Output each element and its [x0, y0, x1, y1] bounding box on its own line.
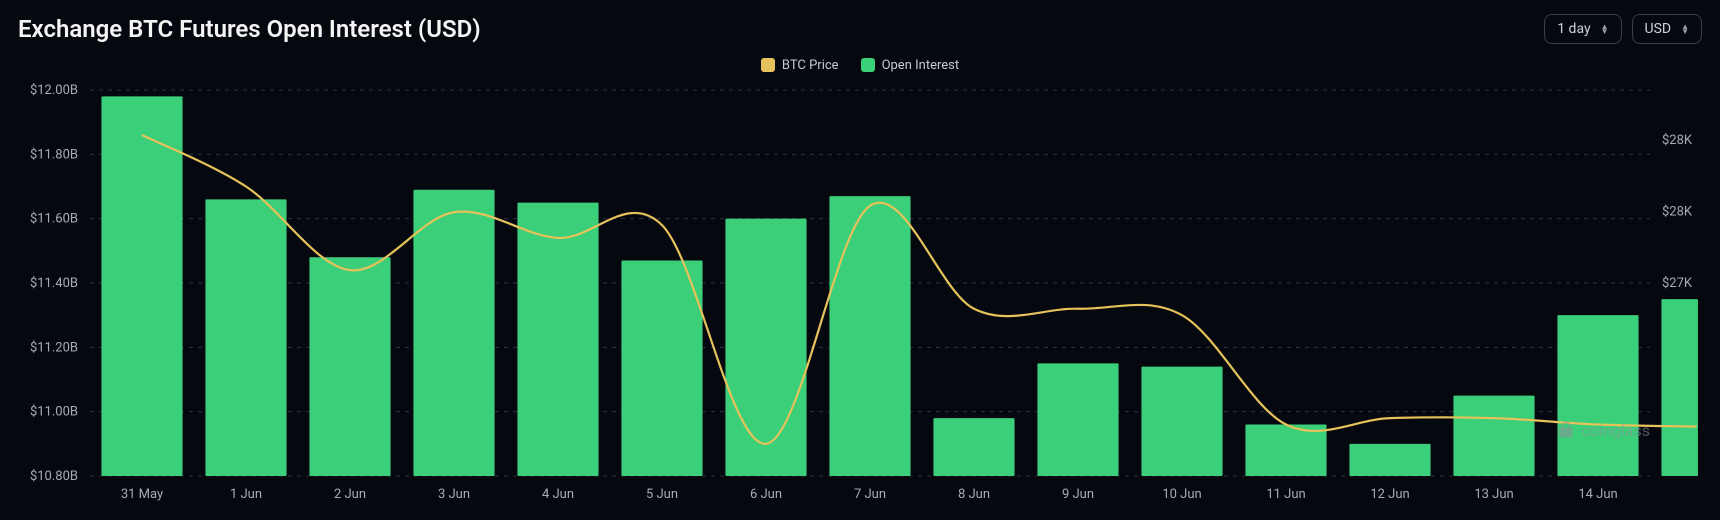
svg-text:$27K: $27K	[1662, 276, 1693, 291]
svg-text:$11.20B: $11.20B	[30, 340, 78, 355]
svg-text:$12.00B: $12.00B	[30, 83, 78, 98]
svg-text:$28K: $28K	[1662, 133, 1693, 148]
svg-text:11 Jun: 11 Jun	[1266, 487, 1305, 502]
svg-text:$11.60B: $11.60B	[30, 212, 78, 227]
svg-text:31 May: 31 May	[121, 487, 163, 502]
legend-swatch-btc-price	[761, 58, 775, 72]
svg-text:3 Jun: 3 Jun	[438, 487, 470, 502]
chart-legend: BTC Price Open Interest	[0, 48, 1720, 82]
svg-text:14 Jun: 14 Jun	[1578, 487, 1617, 502]
legend-label-btc-price: BTC Price	[782, 58, 839, 73]
timeframe-label: 1 day	[1557, 21, 1590, 37]
svg-text:13 Jun: 13 Jun	[1474, 487, 1513, 502]
svg-text:4 Jun: 4 Jun	[542, 487, 574, 502]
svg-text:$11.80B: $11.80B	[30, 147, 78, 162]
svg-text:7 Jun: 7 Jun	[854, 487, 886, 502]
updown-icon: ▲▼	[1681, 24, 1689, 34]
svg-text:$11.40B: $11.40B	[30, 276, 78, 291]
chart-title: Exchange BTC Futures Open Interest (USD)	[18, 15, 481, 43]
svg-text:5 Jun: 5 Jun	[646, 487, 678, 502]
svg-text:8 Jun: 8 Jun	[958, 487, 990, 502]
svg-text:12 Jun: 12 Jun	[1370, 487, 1409, 502]
svg-text:9 Jun: 9 Jun	[1062, 487, 1094, 502]
chart-controls: 1 day ▲▼ USD ▲▼	[1544, 14, 1702, 44]
legend-item-btc-price[interactable]: BTC Price	[761, 58, 839, 73]
legend-item-open-interest[interactable]: Open Interest	[861, 58, 960, 73]
legend-swatch-open-interest	[861, 58, 875, 72]
currency-selector[interactable]: USD ▲▼	[1632, 14, 1703, 44]
svg-text:2 Jun: 2 Jun	[334, 487, 366, 502]
svg-text:$10.80B: $10.80B	[30, 469, 78, 484]
svg-text:$28K: $28K	[1662, 205, 1693, 220]
timeframe-selector[interactable]: 1 day ▲▼	[1544, 14, 1621, 44]
updown-icon: ▲▼	[1601, 24, 1609, 34]
svg-text:6 Jun: 6 Jun	[750, 487, 782, 502]
svg-text:10 Jun: 10 Jun	[1162, 487, 1201, 502]
chart-area: $10.80B $11.00B $11.20B $11.40B $11.60B $11.8…	[0, 82, 1720, 520]
chart-svg: $10.80B $11.00B $11.20B $11.40B $11.60B $11.8…	[0, 82, 1720, 520]
svg-text:$11.00B: $11.00B	[30, 405, 78, 420]
legend-label-open-interest: Open Interest	[882, 58, 960, 73]
svg-text:1 Jun: 1 Jun	[230, 487, 262, 502]
currency-label: USD	[1645, 21, 1672, 37]
